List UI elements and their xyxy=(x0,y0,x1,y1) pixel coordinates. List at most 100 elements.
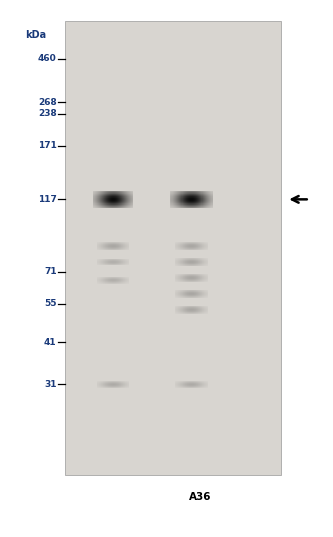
Bar xyxy=(122,200,123,201)
Bar xyxy=(121,202,122,203)
Bar xyxy=(98,198,99,199)
Bar xyxy=(192,207,193,208)
Bar xyxy=(210,200,211,201)
Bar xyxy=(205,203,206,204)
Bar xyxy=(181,203,182,204)
Bar xyxy=(110,207,111,208)
Bar xyxy=(204,195,205,196)
Bar xyxy=(111,204,112,205)
Bar xyxy=(181,195,182,196)
Bar xyxy=(100,201,101,202)
Bar xyxy=(108,198,109,199)
Bar xyxy=(125,196,126,197)
Bar xyxy=(117,206,118,207)
Bar xyxy=(121,194,122,195)
Bar xyxy=(125,191,126,192)
Bar xyxy=(128,200,129,201)
Bar xyxy=(189,205,190,206)
Bar xyxy=(112,198,113,199)
Bar xyxy=(97,194,98,195)
Bar xyxy=(113,203,114,204)
Bar xyxy=(170,195,171,196)
Bar xyxy=(120,198,121,199)
Bar xyxy=(109,191,110,192)
Bar xyxy=(175,195,176,196)
Bar xyxy=(179,194,180,195)
Bar xyxy=(96,200,97,201)
Bar xyxy=(126,205,127,206)
Bar xyxy=(196,197,197,198)
Bar xyxy=(93,206,94,207)
Bar xyxy=(180,206,181,207)
Bar xyxy=(129,197,130,198)
Bar xyxy=(210,207,211,208)
Bar xyxy=(98,201,99,202)
Bar xyxy=(126,202,127,203)
Bar xyxy=(201,197,202,198)
Bar xyxy=(121,201,122,202)
Bar xyxy=(171,203,172,204)
Bar xyxy=(199,191,200,192)
Bar xyxy=(202,193,203,194)
Bar xyxy=(187,191,188,192)
Bar xyxy=(210,203,211,204)
Bar xyxy=(208,203,209,204)
Bar xyxy=(186,207,187,208)
Bar xyxy=(189,207,190,208)
Bar xyxy=(211,198,212,199)
Bar xyxy=(192,200,193,201)
Bar xyxy=(174,204,175,205)
Bar xyxy=(127,197,128,198)
Bar xyxy=(108,191,109,192)
Bar xyxy=(207,203,208,204)
Bar xyxy=(176,206,177,207)
Bar xyxy=(108,204,109,205)
Bar xyxy=(194,207,195,208)
Bar xyxy=(208,204,209,205)
Bar xyxy=(196,196,197,197)
Bar xyxy=(195,207,196,208)
Bar xyxy=(122,198,123,199)
Bar xyxy=(97,207,98,208)
Bar xyxy=(120,207,121,208)
Bar xyxy=(170,204,171,205)
Bar xyxy=(105,206,106,207)
Bar xyxy=(113,193,114,194)
Bar xyxy=(94,205,95,206)
Bar xyxy=(96,198,97,199)
Bar xyxy=(210,205,211,206)
Bar xyxy=(211,201,212,202)
Bar xyxy=(94,200,95,201)
Bar xyxy=(97,196,98,197)
Bar xyxy=(122,191,123,192)
Bar xyxy=(110,193,111,194)
Bar xyxy=(103,195,104,196)
Bar xyxy=(115,193,116,194)
Bar xyxy=(110,199,111,200)
Bar xyxy=(199,197,200,198)
Bar xyxy=(106,196,107,197)
Bar xyxy=(118,199,119,200)
Bar xyxy=(198,207,199,208)
Bar xyxy=(119,201,120,202)
Bar xyxy=(194,191,195,192)
Bar xyxy=(175,198,176,199)
Bar xyxy=(101,192,102,193)
Bar xyxy=(189,194,190,195)
Bar xyxy=(129,202,130,203)
Bar xyxy=(132,196,133,197)
Bar xyxy=(204,194,205,195)
Bar xyxy=(122,199,123,200)
Bar xyxy=(110,191,111,192)
Bar xyxy=(201,193,202,194)
Bar xyxy=(128,206,129,207)
Bar xyxy=(103,206,104,207)
Bar xyxy=(103,199,104,200)
Bar xyxy=(115,206,116,207)
Bar xyxy=(203,202,204,203)
Bar xyxy=(116,193,117,194)
Bar xyxy=(182,200,183,201)
Text: 171: 171 xyxy=(38,141,57,150)
Bar xyxy=(177,191,178,192)
Bar xyxy=(100,198,101,199)
